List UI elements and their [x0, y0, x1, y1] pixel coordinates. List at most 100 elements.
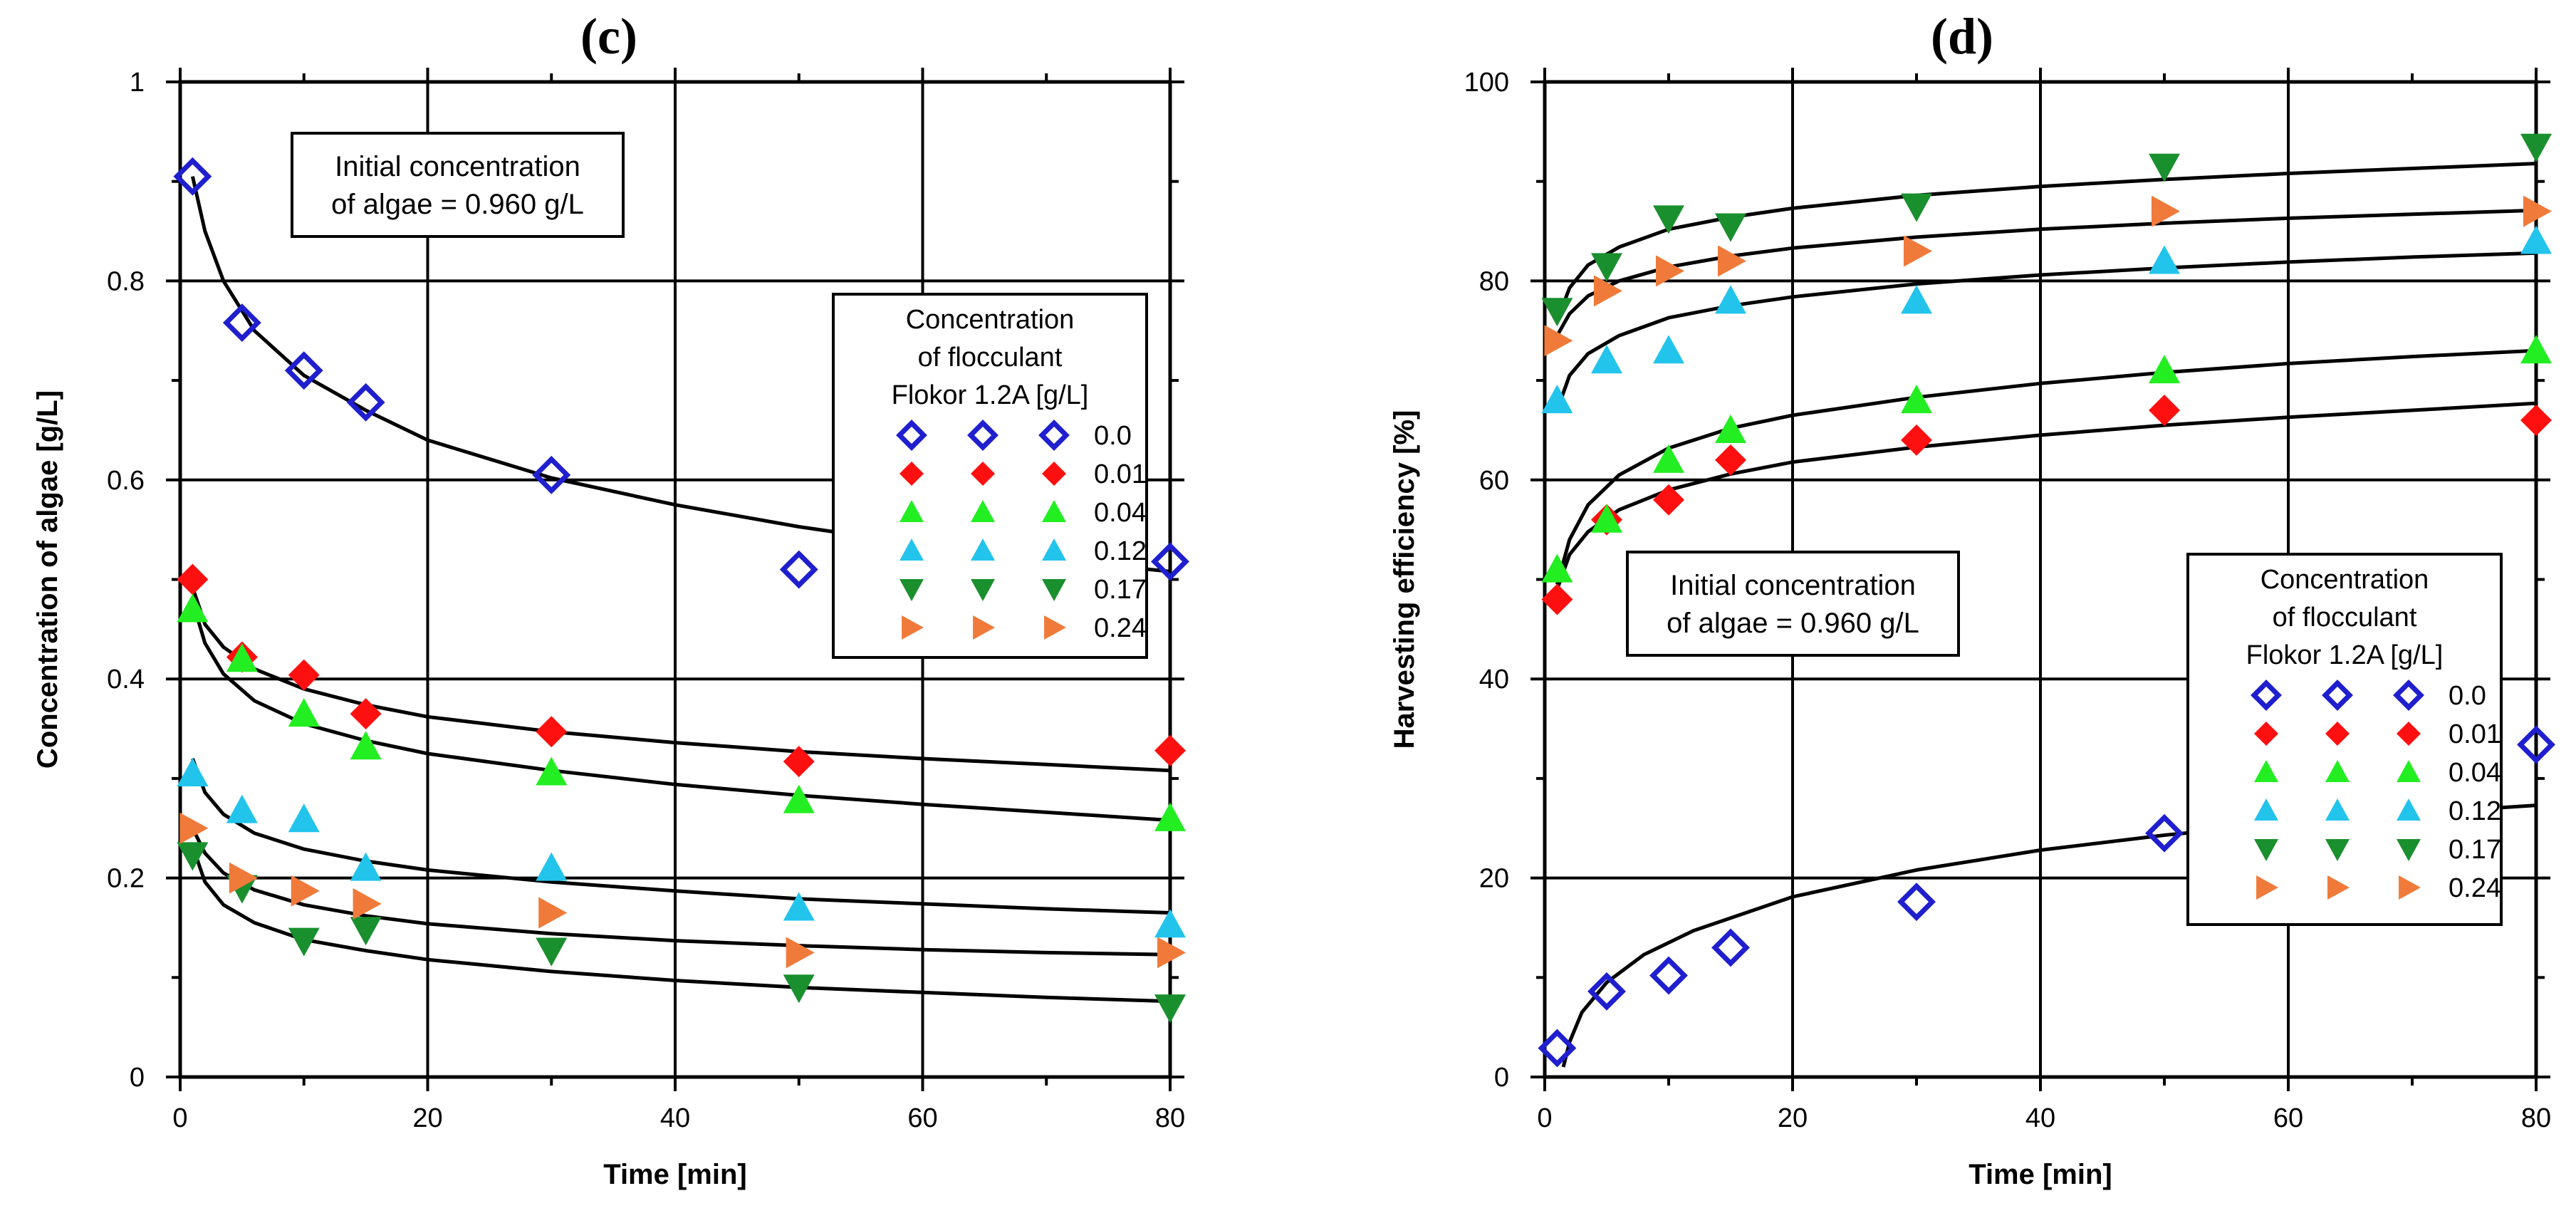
data-point-0.24: [353, 888, 382, 920]
x-tick-label: 80: [1155, 1103, 1185, 1133]
data-point-0.24: [2523, 195, 2552, 227]
fit-curve-0.01: [191, 586, 1171, 773]
legend-frame: [2186, 553, 2503, 926]
fit-curve-0.24: [1555, 208, 2537, 337]
ticks: [1531, 68, 2550, 1091]
annotation-box: Initial concentration of algae = 0.960 g/…: [291, 132, 625, 238]
data-point-0.17: [1901, 193, 1932, 222]
data-point-0.0: [1897, 883, 1936, 922]
data-point-0.01: [783, 746, 815, 778]
y-tick-label: 40: [1479, 665, 1509, 694]
x-tick-label: 40: [660, 1103, 690, 1133]
legend-label: 0.01: [1094, 459, 1147, 489]
fit-curve-0.01: [1555, 401, 2537, 590]
data-point-0.12: [350, 852, 382, 881]
legend-marker-0.12: [1042, 538, 1066, 561]
data-point-0.04: [783, 784, 815, 813]
data-point-0.0: [1711, 928, 1750, 967]
data-point-0.04: [1591, 504, 1622, 533]
legend-marker-0.12: [899, 538, 924, 561]
legend-marker-0.04: [971, 500, 995, 522]
data-point-0.17: [536, 937, 568, 967]
legend-marker-0.24: [1044, 615, 1066, 640]
data-point-0.04: [1154, 802, 1186, 831]
y-tick-label: 0: [130, 1063, 145, 1093]
panel-c: (c) 0 20 40 60 80 0 0.2 0.4 0.6 0.8 1 Time [min] Conc…: [32, 8, 1189, 1190]
data-point-0.24: [1544, 325, 1573, 357]
data-point-0.01: [350, 698, 382, 730]
data-point-0.0: [1538, 1029, 1577, 1068]
legend-marker-0.01: [2325, 722, 2350, 746]
data-point-0.0: [2517, 725, 2555, 764]
annotation-line: of algae = 0.960 g/L: [331, 189, 584, 220]
legend-marker-0.0: [1038, 420, 1070, 451]
data-point-0.17: [288, 927, 320, 957]
fit-curve-0.12: [191, 758, 1171, 915]
data-point-0.12: [177, 757, 209, 786]
y-tick-label: 60: [1479, 466, 1509, 496]
data-point-0.0: [284, 351, 323, 390]
fit-curve-0.24: [191, 827, 1171, 957]
legend-marker-0.01: [2397, 722, 2421, 746]
data-point-0.04: [1653, 444, 1684, 473]
legend-marker-0.17: [899, 579, 924, 601]
legend-marker-0.17: [1042, 579, 1066, 601]
data-point-0.17: [783, 974, 815, 1004]
data-point-0.24: [786, 937, 815, 969]
legend-marker-0.01: [2254, 722, 2278, 746]
data-point-0.0: [173, 157, 212, 196]
legend-label: 0.24: [2449, 873, 2501, 903]
data-point-0.01: [177, 563, 209, 595]
data-point-0.17: [1591, 253, 1622, 282]
data-points: [173, 157, 1189, 1024]
legend-marker-0.24: [2327, 875, 2350, 900]
annotation-line: of algae = 0.960 g/L: [1667, 608, 1919, 639]
data-point-0.17: [350, 917, 382, 946]
data-point-0.0: [1151, 542, 1189, 581]
data-point-0.0: [1587, 972, 1626, 1011]
annotation-box: Initial concentration of algae = 0.960 g/…: [1626, 551, 1960, 657]
x-axis-label: Time [min]: [603, 1159, 747, 1190]
data-point-0.04: [1715, 414, 1746, 443]
data-point-0.12: [1715, 285, 1746, 314]
x-axis-label: Time [min]: [1968, 1159, 2112, 1190]
legend-marker-0.04: [2325, 760, 2350, 782]
legend-label: 0.04: [2449, 758, 2501, 788]
legend-label: 0.12: [1094, 536, 1147, 566]
legend-marker-0.04: [899, 500, 924, 522]
legend-label: 0.17: [1094, 575, 1147, 605]
fit-curve-0.17: [1555, 162, 2537, 322]
fit-curve-0.04: [191, 600, 1171, 823]
legend-marker-0.12: [2325, 798, 2350, 821]
data-point-0.04: [350, 731, 382, 760]
data-point-0.12: [2520, 225, 2552, 254]
annotation-line: Initial concentration: [1670, 570, 1916, 601]
data-point-0.04: [177, 593, 209, 623]
data-point-0.04: [288, 698, 320, 727]
data-point-0.01: [2520, 404, 2552, 436]
legend-marker-0.0: [967, 420, 998, 451]
legend-label: 0.01: [2449, 719, 2501, 749]
legend-marker-0.0: [896, 420, 927, 451]
data-point-0.24: [291, 875, 320, 907]
data-point-0.12: [1653, 335, 1684, 364]
x-tick-label: 60: [907, 1103, 937, 1133]
legend-label: 0.0: [1094, 421, 1132, 451]
x-tick-label: 0: [1537, 1103, 1552, 1133]
data-point-0.24: [1655, 255, 1684, 287]
legend: Concentration of flocculant Flokor 1.2A [g…: [832, 293, 1148, 659]
data-point-0.17: [2149, 153, 2180, 182]
data-point-0.24: [2151, 195, 2180, 227]
data-point-0.0: [346, 383, 385, 422]
legend-label: 0.17: [2449, 835, 2501, 865]
x-tick-label: 0: [172, 1103, 187, 1133]
legend-title-line: Concentration: [2260, 565, 2429, 595]
data-point-0.17: [1154, 994, 1186, 1024]
legend-marker-0.24: [902, 615, 924, 640]
legend-title-line: Flokor 1.2A [g/L]: [2246, 640, 2444, 670]
data-point-0.24: [1593, 275, 1622, 307]
legend-marker-0.12: [971, 538, 995, 561]
data-point-0.04: [536, 756, 568, 786]
data-point-0.0: [1649, 956, 1688, 995]
